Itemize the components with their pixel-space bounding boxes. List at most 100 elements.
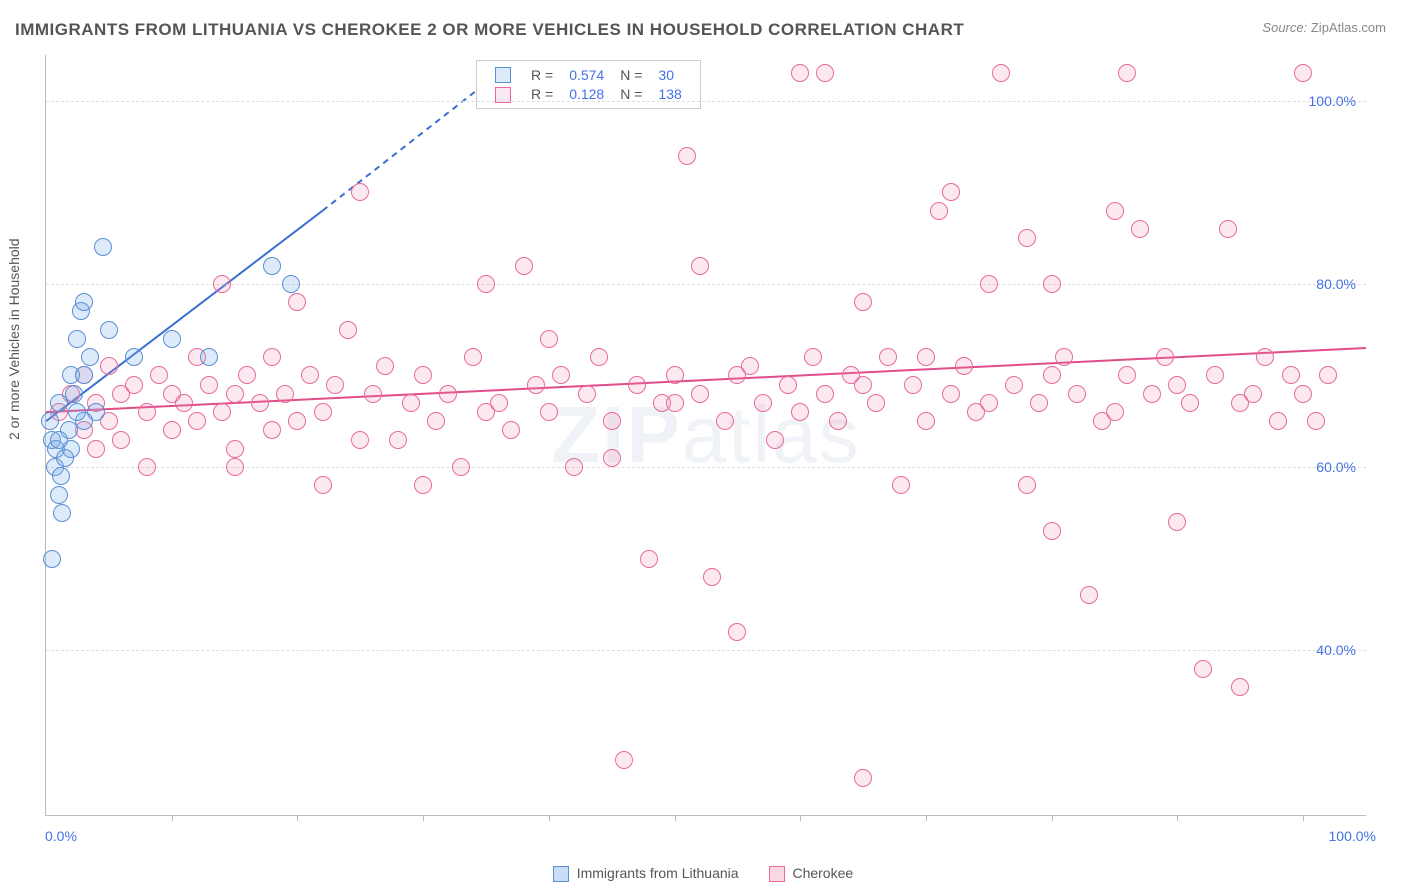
scatter-point bbox=[955, 357, 973, 375]
scatter-point bbox=[854, 293, 872, 311]
scatter-point bbox=[791, 64, 809, 82]
scatter-point bbox=[477, 275, 495, 293]
scatter-point bbox=[917, 412, 935, 430]
scatter-point bbox=[112, 431, 130, 449]
trend-lines-layer bbox=[46, 55, 1366, 815]
scatter-point bbox=[100, 357, 118, 375]
scatter-point bbox=[1043, 366, 1061, 384]
scatter-point bbox=[515, 257, 533, 275]
scatter-point bbox=[1168, 376, 1186, 394]
gridline-h bbox=[46, 284, 1366, 285]
scatter-point bbox=[854, 769, 872, 787]
scatter-point bbox=[879, 348, 897, 366]
scatter-point bbox=[640, 550, 658, 568]
legend-bottom-item: Immigrants from Lithuania bbox=[553, 865, 739, 881]
scatter-point bbox=[188, 412, 206, 430]
scatter-point bbox=[1143, 385, 1161, 403]
scatter-point bbox=[1043, 275, 1061, 293]
scatter-point bbox=[427, 412, 445, 430]
y-tick-label: 100.0% bbox=[1309, 93, 1356, 109]
scatter-point bbox=[1231, 678, 1249, 696]
scatter-point bbox=[942, 385, 960, 403]
scatter-point bbox=[251, 394, 269, 412]
scatter-point bbox=[816, 385, 834, 403]
scatter-point bbox=[754, 394, 772, 412]
x-tick bbox=[172, 815, 173, 821]
scatter-point bbox=[1131, 220, 1149, 238]
scatter-point bbox=[502, 421, 520, 439]
y-tick-label: 40.0% bbox=[1316, 642, 1356, 658]
legend-r-label: R = bbox=[523, 65, 561, 84]
x-tick bbox=[297, 815, 298, 821]
legend-bottom-item: Cherokee bbox=[769, 865, 854, 881]
legend-bottom: Immigrants from Lithuania Cherokee bbox=[0, 865, 1406, 882]
scatter-point bbox=[301, 366, 319, 384]
scatter-point bbox=[53, 504, 71, 522]
scatter-point bbox=[552, 366, 570, 384]
x-tick bbox=[800, 815, 801, 821]
legend-n-label: N = bbox=[612, 65, 650, 84]
gridline-h bbox=[46, 101, 1366, 102]
scatter-point bbox=[175, 394, 193, 412]
scatter-point bbox=[226, 385, 244, 403]
scatter-point bbox=[402, 394, 420, 412]
scatter-point bbox=[50, 431, 68, 449]
scatter-point bbox=[930, 202, 948, 220]
scatter-point bbox=[578, 385, 596, 403]
legend-swatch bbox=[769, 866, 785, 882]
scatter-point bbox=[339, 321, 357, 339]
scatter-point bbox=[804, 348, 822, 366]
scatter-point bbox=[75, 366, 93, 384]
scatter-point bbox=[703, 568, 721, 586]
scatter-point bbox=[326, 376, 344, 394]
scatter-point bbox=[691, 257, 709, 275]
scatter-point bbox=[288, 412, 306, 430]
scatter-point bbox=[540, 403, 558, 421]
scatter-point bbox=[1282, 366, 1300, 384]
trend-line-dashed bbox=[323, 73, 499, 210]
scatter-point bbox=[980, 394, 998, 412]
scatter-point bbox=[125, 348, 143, 366]
plot-area: ZIPatlas R =0.574N =30R =0.128N =138 40.… bbox=[45, 55, 1366, 816]
scatter-point bbox=[276, 385, 294, 403]
scatter-point bbox=[603, 449, 621, 467]
scatter-point bbox=[1018, 229, 1036, 247]
legend-stats-table: R =0.574N =30R =0.128N =138 bbox=[487, 65, 690, 104]
scatter-point bbox=[1080, 586, 1098, 604]
scatter-point bbox=[125, 376, 143, 394]
scatter-point bbox=[68, 330, 86, 348]
scatter-point bbox=[213, 403, 231, 421]
scatter-point bbox=[50, 486, 68, 504]
scatter-point bbox=[263, 257, 281, 275]
scatter-point bbox=[452, 458, 470, 476]
scatter-point bbox=[527, 376, 545, 394]
scatter-point bbox=[75, 293, 93, 311]
scatter-point bbox=[389, 431, 407, 449]
scatter-point bbox=[666, 366, 684, 384]
y-axis-label: 2 or more Vehicles in Household bbox=[6, 238, 22, 440]
scatter-point bbox=[1030, 394, 1048, 412]
scatter-point bbox=[854, 376, 872, 394]
scatter-point bbox=[1055, 348, 1073, 366]
legend-swatch bbox=[495, 67, 511, 83]
scatter-point bbox=[43, 550, 61, 568]
source-label: Source: bbox=[1262, 20, 1307, 35]
x-tick bbox=[926, 815, 927, 821]
scatter-point bbox=[1068, 385, 1086, 403]
scatter-point bbox=[942, 183, 960, 201]
scatter-point bbox=[691, 385, 709, 403]
scatter-point bbox=[150, 366, 168, 384]
scatter-point bbox=[464, 348, 482, 366]
scatter-point bbox=[94, 238, 112, 256]
scatter-point bbox=[1018, 476, 1036, 494]
scatter-point bbox=[477, 403, 495, 421]
scatter-point bbox=[200, 348, 218, 366]
chart-title: IMMIGRANTS FROM LITHUANIA VS CHEROKEE 2 … bbox=[15, 20, 964, 40]
scatter-point bbox=[1294, 64, 1312, 82]
gridline-h bbox=[46, 650, 1366, 651]
scatter-point bbox=[376, 357, 394, 375]
x-axis-min-label: 0.0% bbox=[45, 828, 77, 844]
scatter-point bbox=[200, 376, 218, 394]
legend-swatch bbox=[553, 866, 569, 882]
scatter-point bbox=[314, 476, 332, 494]
